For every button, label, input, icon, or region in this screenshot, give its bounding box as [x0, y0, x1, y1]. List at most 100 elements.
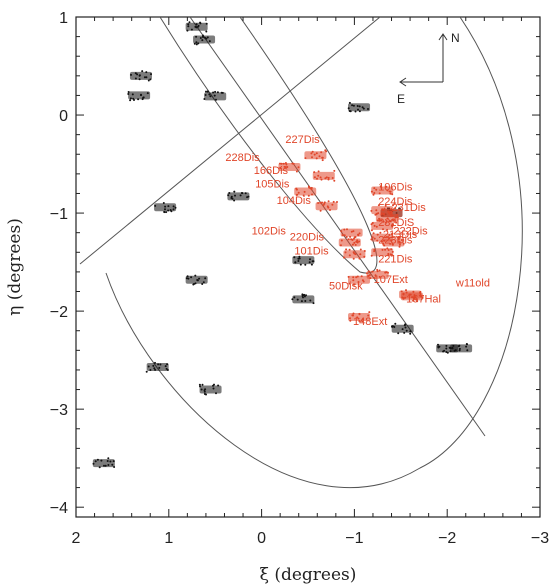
- field-224dis-star: [377, 204, 380, 207]
- field-232dis-star: [370, 223, 373, 226]
- field-227dis-star: [304, 157, 307, 160]
- field-50disk-star: [352, 276, 355, 279]
- other-field-1-star: [205, 37, 208, 40]
- other-field-11-star: [291, 298, 294, 301]
- other-field-7-star: [231, 197, 234, 200]
- other-field-11-star: [312, 302, 315, 305]
- field-104dis-star: [321, 201, 323, 204]
- other-field-2-star: [143, 76, 146, 79]
- y-tick-label: −1: [50, 206, 68, 223]
- other-field-16-body: [199, 385, 222, 394]
- other-field-5-star: [358, 105, 361, 108]
- other-field-13-star: [445, 344, 448, 347]
- field-105dis-star: [303, 190, 306, 193]
- field-102dis-star: [350, 230, 353, 233]
- other-field-15-star: [159, 363, 162, 366]
- other-field-9-star: [308, 261, 311, 264]
- field-222dis-star: [398, 245, 401, 248]
- field-166dis-star: [320, 178, 323, 181]
- field-label-231dis: 231Dis: [392, 202, 427, 214]
- other-field-2-star: [141, 70, 144, 73]
- field-232dis-star: [382, 228, 384, 231]
- field-222dis-star: [400, 239, 403, 241]
- other-field-16-star: [203, 390, 206, 393]
- halo-boundary-curves: [79, 17, 523, 489]
- x-tick-label: −3: [531, 530, 549, 547]
- field-221dis-star: [390, 248, 393, 251]
- other-field-6-star: [165, 211, 168, 214]
- field-232dis-star: [373, 224, 376, 227]
- field-232dis-star: [391, 225, 394, 228]
- field-106dis-star: [380, 186, 383, 189]
- other-field-7-star: [227, 194, 230, 197]
- other-field-2-star: [136, 73, 139, 76]
- field-label-228dis: 228Dis: [225, 152, 260, 164]
- other-field-0-star: [199, 22, 202, 25]
- other-field-4-star: [209, 95, 212, 98]
- other-field-15-body: [146, 363, 169, 371]
- field-166dis-star: [316, 177, 318, 180]
- field-106dis-star: [373, 187, 376, 190]
- field-231dis-star: [396, 216, 399, 219]
- other-field-4: [203, 90, 227, 101]
- y-tick-label: −2: [50, 304, 68, 321]
- field-227dis-star: [320, 151, 323, 154]
- field-105dis-star: [295, 188, 298, 191]
- other-field-11-star: [296, 298, 299, 301]
- other-field-5-star: [349, 110, 352, 113]
- field-50disk-star: [362, 280, 365, 283]
- field-107ext-star: [373, 277, 376, 280]
- field-101dis-star: [352, 251, 355, 254]
- other-field-4-star: [212, 91, 215, 94]
- field-221dis-star: [386, 247, 389, 250]
- field-148ext-star: [358, 320, 361, 322]
- field-106dis-star: [375, 188, 378, 191]
- compass-east-arrowhead: [399, 77, 407, 87]
- field-167hal-star: [400, 290, 403, 293]
- other-field-4-star: [206, 90, 209, 93]
- field-107ext-star: [384, 271, 387, 274]
- y-tick-label: 1: [59, 10, 68, 27]
- other-field-5-star: [351, 104, 354, 107]
- other-field-11-star: [301, 293, 304, 296]
- other-field-10-star: [187, 277, 190, 280]
- field-102dis-star: [341, 234, 344, 236]
- field-101dis-star: [354, 253, 357, 256]
- field-232dis-body: [371, 221, 394, 230]
- field-102dis-star: [349, 235, 352, 238]
- other-field-10-star: [202, 281, 205, 284]
- field-223dis-star: [376, 239, 379, 242]
- field-221dis-star: [391, 250, 394, 253]
- field-228dis-star: [284, 162, 287, 164]
- field-166dis-star: [327, 176, 330, 179]
- other-field-12-star: [397, 332, 400, 335]
- field-106dis-star: [389, 190, 392, 193]
- field-50disk-star: [360, 275, 363, 278]
- field-213dis-star: [378, 219, 381, 222]
- other-field-1-star: [195, 35, 198, 38]
- field-50disk-star: [353, 283, 356, 286]
- field-w11old-star: [414, 296, 417, 299]
- field-101dis-star: [348, 248, 351, 251]
- other-field-12-star: [391, 325, 394, 328]
- field-148ext-star: [358, 312, 361, 315]
- field-label-227dis: 227Dis: [285, 134, 320, 146]
- other-field-17-star: [96, 458, 99, 461]
- other-field-16-star: [212, 384, 214, 387]
- other-field-15-star: [158, 366, 161, 369]
- field-105dis-star: [311, 193, 313, 196]
- field-101dis-star: [359, 248, 362, 251]
- other-field-2-star: [130, 73, 132, 76]
- other-field-15-star: [154, 368, 157, 371]
- other-field-10-star: [196, 279, 199, 281]
- field-50disk-star: [352, 279, 355, 282]
- other-field-16-star: [198, 383, 201, 386]
- field-148ext-star: [349, 319, 352, 322]
- field-227dis-star: [310, 152, 313, 155]
- other-field-6-star: [167, 209, 170, 212]
- other-field-6-star: [174, 206, 177, 209]
- other-field-9-star: [312, 260, 315, 263]
- field-231dis-star: [395, 216, 398, 219]
- other-field-17-star: [107, 464, 110, 466]
- other-field-16-star: [215, 392, 217, 395]
